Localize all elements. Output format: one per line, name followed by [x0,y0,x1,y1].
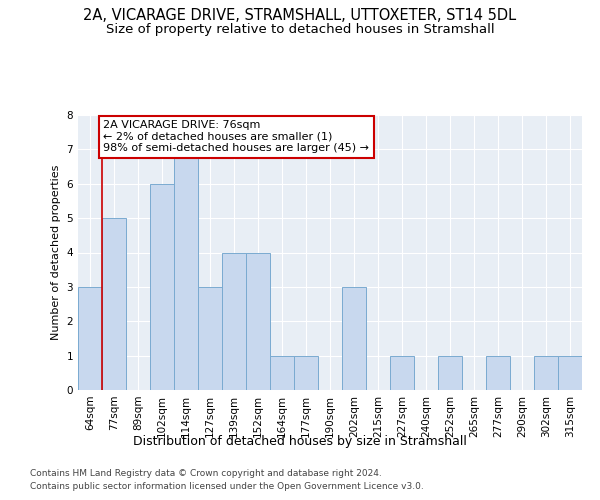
Bar [150,184,174,390]
Bar [198,287,222,390]
Bar [102,218,126,390]
Text: Size of property relative to detached houses in Stramshall: Size of property relative to detached ho… [106,22,494,36]
Bar [534,356,558,390]
Bar [174,150,198,390]
Bar [342,287,366,390]
Y-axis label: Number of detached properties: Number of detached properties [51,165,61,340]
Text: Contains public sector information licensed under the Open Government Licence v3: Contains public sector information licen… [30,482,424,491]
Bar [294,356,318,390]
Text: Contains HM Land Registry data © Crown copyright and database right 2024.: Contains HM Land Registry data © Crown c… [30,468,382,477]
Bar [78,287,102,390]
Bar [246,252,270,390]
Text: Distribution of detached houses by size in Stramshall: Distribution of detached houses by size … [133,435,467,448]
Bar [270,356,294,390]
Bar [558,356,582,390]
Bar [486,356,510,390]
Bar [438,356,462,390]
Bar [390,356,414,390]
Text: 2A, VICARAGE DRIVE, STRAMSHALL, UTTOXETER, ST14 5DL: 2A, VICARAGE DRIVE, STRAMSHALL, UTTOXETE… [83,8,517,22]
Bar [222,252,246,390]
Text: 2A VICARAGE DRIVE: 76sqm
← 2% of detached houses are smaller (1)
98% of semi-det: 2A VICARAGE DRIVE: 76sqm ← 2% of detache… [103,120,369,154]
